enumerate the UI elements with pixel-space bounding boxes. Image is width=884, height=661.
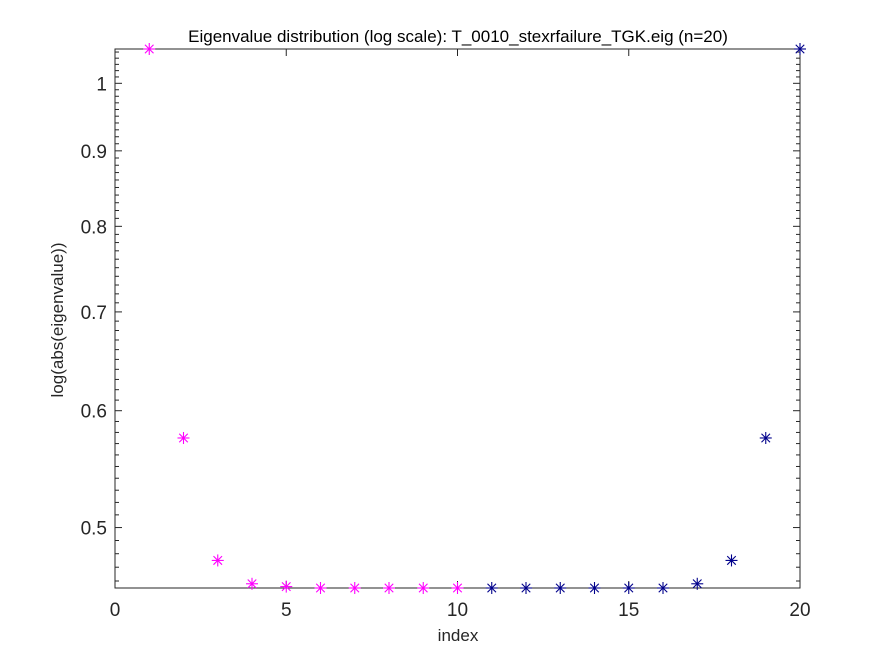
- data-point: [691, 577, 704, 590]
- x-tick-label: 20: [789, 600, 810, 621]
- data-point: [246, 577, 258, 590]
- axis-ticks: [114, 49, 801, 588]
- data-point: [554, 582, 567, 594]
- y-tick-labels: 0.5 0.6 0.7 0.8 0.9 1: [81, 74, 107, 539]
- y-tick-label: 0.9: [81, 142, 107, 163]
- data-point: [314, 582, 327, 594]
- plot-frame: [114, 48, 801, 589]
- x-tick-label: 15: [618, 600, 639, 621]
- data-point: [383, 582, 395, 594]
- data-point: [348, 582, 361, 594]
- data-point: [417, 582, 430, 594]
- y-tick-label: 1: [96, 74, 107, 95]
- data-point: [520, 582, 532, 594]
- data-point: [725, 554, 738, 567]
- data-point: [657, 582, 669, 594]
- y-tick-label: 0.8: [81, 217, 107, 238]
- x-tick-label: 5: [281, 600, 292, 621]
- chart-title: Eigenvalue distribution (log scale): T_0…: [188, 27, 728, 46]
- x-tick-label: 0: [110, 600, 121, 621]
- x-tick-label: 10: [447, 600, 468, 621]
- data-point: [451, 582, 464, 594]
- y-tick-label: 0.5: [81, 519, 107, 540]
- data-point: [794, 43, 806, 55]
- data-point: [211, 554, 224, 567]
- data-point: [177, 431, 190, 444]
- x-axis-label: index: [438, 626, 479, 645]
- y-tick-label: 0.6: [81, 402, 107, 423]
- data-point: [759, 431, 772, 444]
- data-point: [588, 582, 601, 594]
- data-point: [280, 580, 293, 593]
- y-axis-label: log(abs(eigenvalue)): [48, 243, 67, 398]
- data-markers: [143, 43, 806, 594]
- x-tick-labels: 0 5 10 15 20: [110, 600, 811, 621]
- y-tick-label: 0.7: [81, 303, 107, 324]
- data-point: [485, 582, 498, 594]
- data-point: [143, 43, 156, 55]
- data-point: [622, 582, 635, 594]
